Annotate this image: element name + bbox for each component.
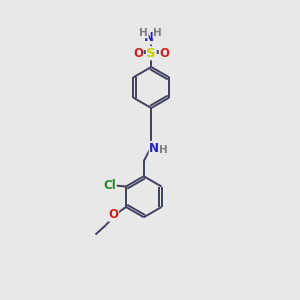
Text: O: O xyxy=(159,47,169,60)
Text: H: H xyxy=(153,28,162,38)
Text: O: O xyxy=(109,208,118,221)
Text: Cl: Cl xyxy=(103,179,116,192)
Text: H: H xyxy=(140,28,148,38)
Text: N: N xyxy=(149,142,159,154)
Text: S: S xyxy=(146,47,156,60)
Text: O: O xyxy=(133,47,143,60)
Text: H: H xyxy=(159,145,168,155)
Text: N: N xyxy=(144,31,154,44)
